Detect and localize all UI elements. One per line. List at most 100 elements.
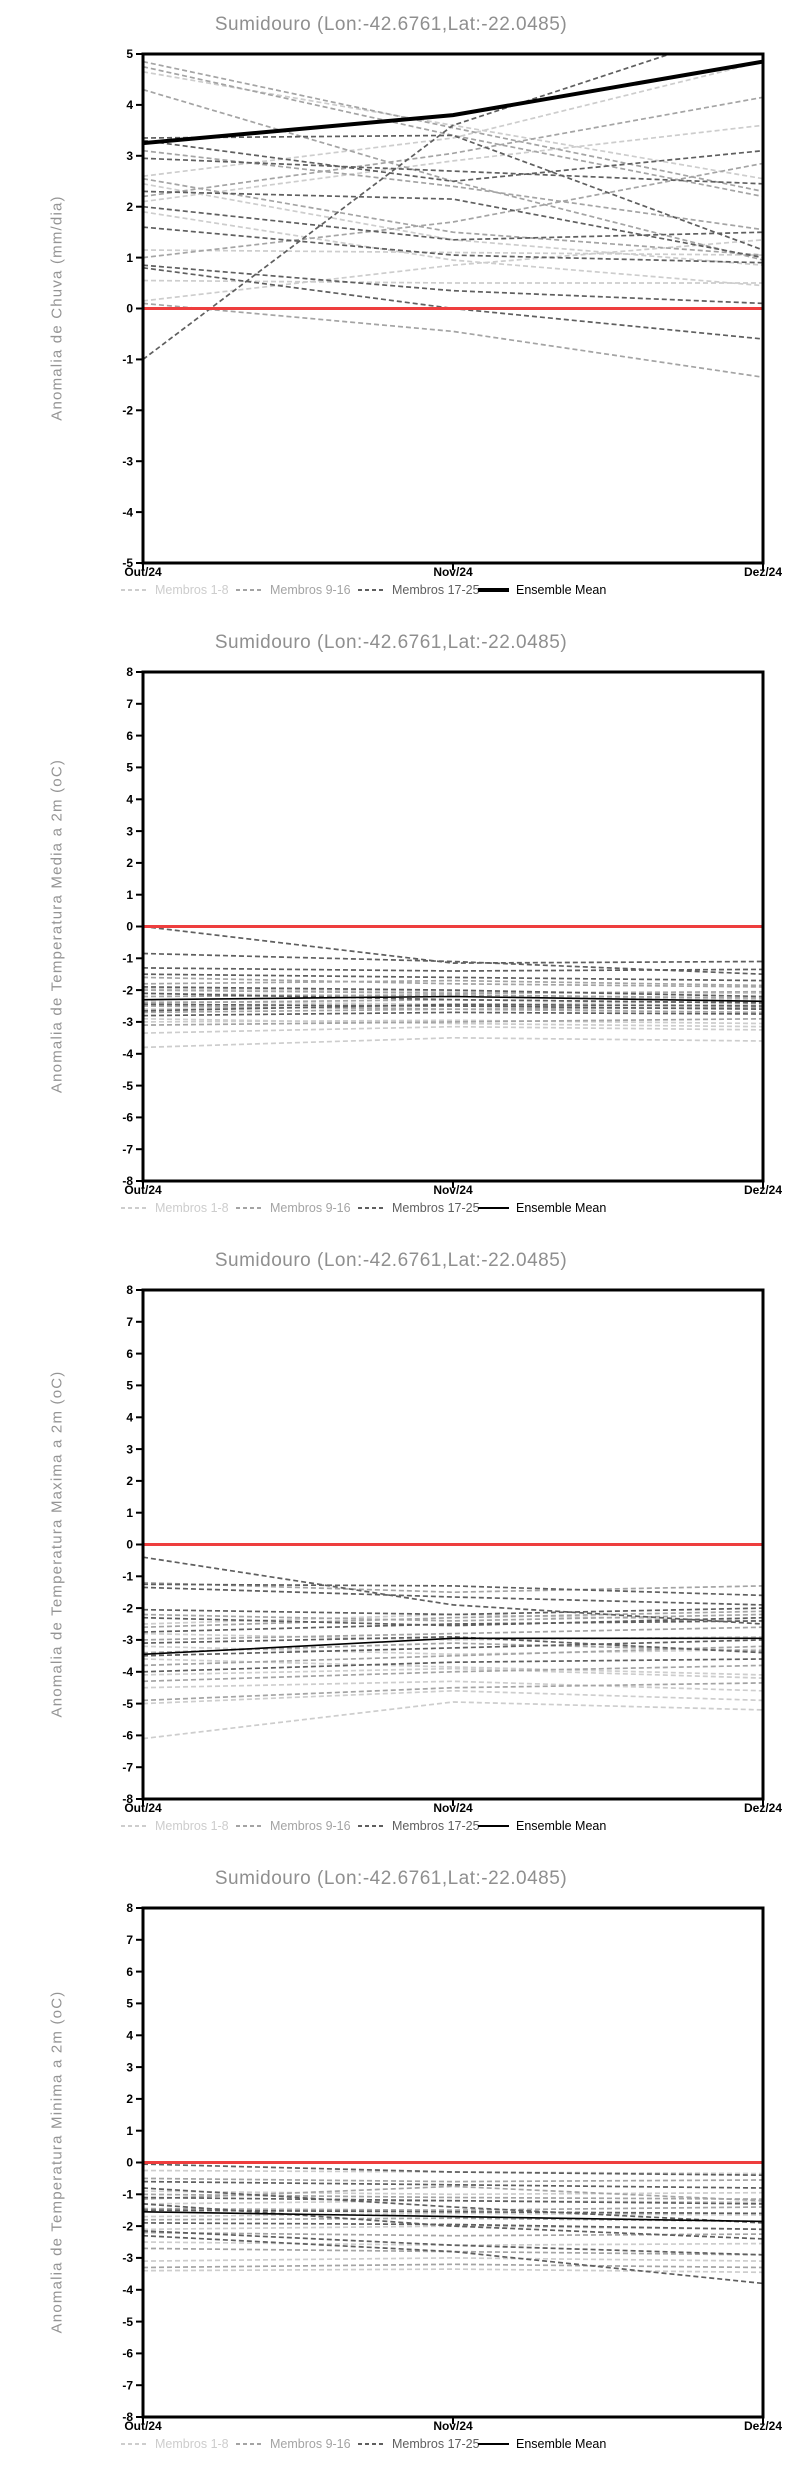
member-line [143,2187,763,2224]
member-line [143,992,763,1001]
member-line [143,1586,763,1606]
legend-line-sample [236,1207,263,1209]
chart-anomalia-temperatura-minima: Sumidouro (Lon:-42.6761,Lat:-22.0485) An… [0,1854,800,2472]
member-line [143,2177,763,2183]
legend-line-sample [358,2443,385,2445]
member-line [143,1664,763,1683]
y-tick-label: -8 [122,1174,133,1188]
member-line [143,2190,763,2196]
member-line [143,2199,763,2205]
member-line [143,2163,763,2177]
member-line [143,124,763,203]
y-tick-label: 6 [126,1965,133,1979]
legend-label: Membros 1-8 [155,1201,229,1215]
legend-label: Ensemble Mean [516,583,607,597]
y-tick-label: 5 [126,1997,133,2011]
legend-line-sample [478,1825,509,1827]
legend-item: Membros 1-8 [121,582,229,598]
member-line [143,162,763,259]
y-tick-label: 6 [126,729,133,743]
y-tick-label: 0 [126,1538,133,1552]
member-line [143,302,763,379]
ensemble-mean-line [143,59,763,146]
legend-item: Membros 1-8 [121,2436,229,2452]
y-tick-label: 5 [126,1379,133,1393]
member-line [143,925,763,964]
y-tick-label: -3 [122,1633,133,1647]
legend-label: Membros 17-25 [392,1201,480,1215]
member-line [143,994,763,999]
legend-item: Membros 17-25 [358,1818,480,1834]
y-tick-label: 1 [126,1506,133,1520]
y-tick-label: 6 [126,1347,133,1361]
member-line [143,1036,763,1049]
member-line [143,1003,763,1011]
member-line [143,1025,763,1034]
legend-label: Membros 17-25 [392,583,480,597]
member-line [143,1635,763,1654]
legend-item: Ensemble Mean [478,1200,606,1216]
y-tick-label: -1 [122,1570,133,1584]
x-tick-label: Out/24 [124,565,162,579]
chart-title: Sumidouro (Lon:-42.6761,Lat:-22.0485) [214,1868,568,1889]
legend-line-sample [478,588,509,592]
legend-line-sample [121,1825,148,1827]
legend-line-sample [358,1207,385,1209]
y-tick-label: 3 [126,1442,133,1456]
y-tick-label: -7 [122,2378,133,2392]
legend-item: Membros 17-25 [358,1200,480,1216]
legend-line-sample [236,2443,263,2445]
legend-line-sample [236,1825,263,1827]
member-line [143,992,763,1004]
y-tick-label: -2 [122,983,133,997]
legend-item: Membros 9-16 [236,1200,351,1216]
y-tick-label: -1 [122,353,133,367]
x-tick-label: Dez/24 [743,565,783,579]
legend-item: Ensemble Mean [478,1818,606,1834]
chart-anomalia-temperatura-maxima: Sumidouro (Lon:-42.6761,Lat:-22.0485) An… [0,1236,800,1854]
member-line [143,1613,763,1625]
member-line [143,1003,763,1011]
ensemble-mean-line [143,995,763,1003]
legend-line-sample [478,1207,509,1209]
plot-canvas: -8 -7 -6 -5 -4 -3 -2 -1 0 1 2 3 4 5 6 7 8 [122,1901,765,2424]
member-line [143,976,763,988]
member-line [143,987,763,995]
legend-label: Membros 1-8 [155,2437,229,2451]
x-tick-label: Dez/24 [743,1183,783,1197]
x-tick-label: Dez/24 [743,2419,783,2433]
member-line [143,1626,763,1641]
legend-line-sample [358,589,385,591]
y-tick-label: 4 [126,2029,133,2043]
member-line [143,1616,763,1627]
y-tick-label: -1 [122,2188,133,2202]
y-tick-label: -6 [122,1111,133,1125]
legend-item: Membros 9-16 [236,1818,351,1834]
member-line [143,1607,763,1616]
member-line [143,979,763,987]
member-line [143,65,763,198]
member-line [143,2231,763,2237]
y-tick-label: 1 [126,251,133,265]
chart-anomalia-chuva: Sumidouro (Lon:-42.6761,Lat:-22.0485) An… [0,0,800,618]
member-line [143,1019,763,1025]
y-tick-label: -2 [122,2219,133,2233]
member-line [143,190,763,259]
member-line [143,1620,763,1633]
plot-canvas: -8 -7 -6 -5 -4 -3 -2 -1 0 1 2 3 4 5 6 7 8 [122,1283,765,1806]
member-line [143,1645,763,1656]
legend-item: Membros 17-25 [358,582,480,598]
member-line [143,1658,763,1673]
x-tick-label: Nov/24 [433,565,473,579]
member-line [143,1682,763,1702]
member-line [143,1701,763,1740]
member-line [143,2193,763,2200]
y-tick-label: -4 [122,1665,133,1679]
member-line [143,279,763,284]
x-tick-label: Nov/24 [433,1183,473,1197]
member-line [143,157,763,185]
legend-label: Ensemble Mean [516,1201,607,1215]
y-tick-label: 3 [126,149,133,163]
legend-line-sample [236,589,263,591]
